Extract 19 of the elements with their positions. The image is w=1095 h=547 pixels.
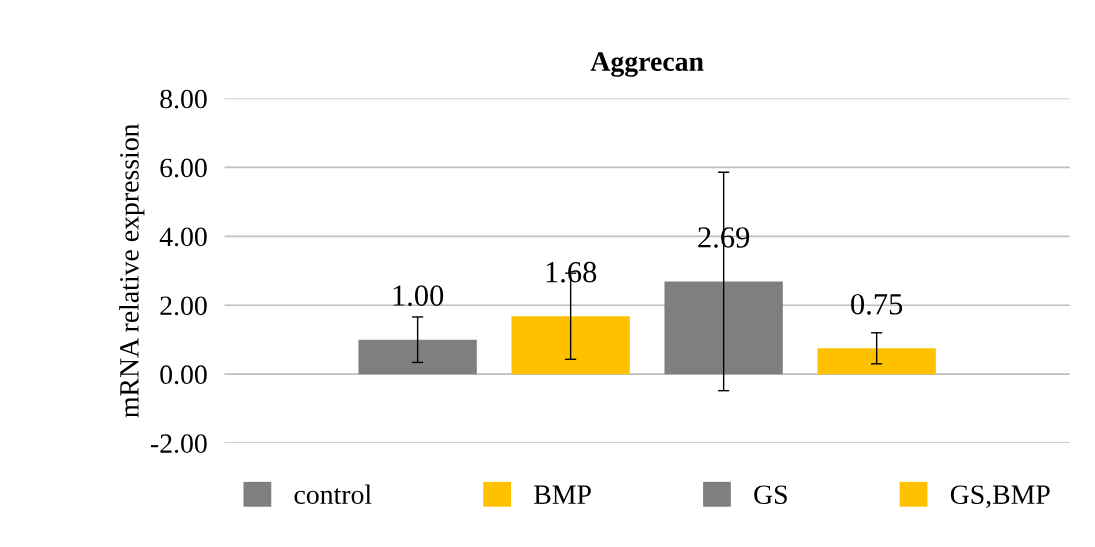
- y-tick-label: 2.00: [160, 296, 207, 316]
- bar: [817, 348, 936, 375]
- data-label: 0.75: [851, 293, 903, 315]
- chart-title: Aggrecan: [590, 52, 704, 77]
- bar: [358, 339, 477, 375]
- legend-label: GS: [754, 485, 787, 505]
- y-tick-label: 4.00: [159, 227, 207, 247]
- legend-label: control: [294, 484, 372, 505]
- y-tick-label: 6.00: [160, 158, 207, 178]
- bar: [664, 281, 783, 375]
- legend-label: GS,BMP: [950, 485, 1050, 509]
- bar: [511, 316, 630, 375]
- data-label: 1.00: [393, 285, 444, 307]
- data-label: 1.68: [546, 261, 597, 283]
- y-axis-title: mRNA relative expression: [119, 123, 145, 418]
- y-tick-label: 8.00: [160, 89, 207, 109]
- y-tick-label: -2.00: [150, 434, 207, 454]
- y-tick-label: 0.00: [160, 365, 207, 385]
- legend-label: BMP: [534, 485, 591, 504]
